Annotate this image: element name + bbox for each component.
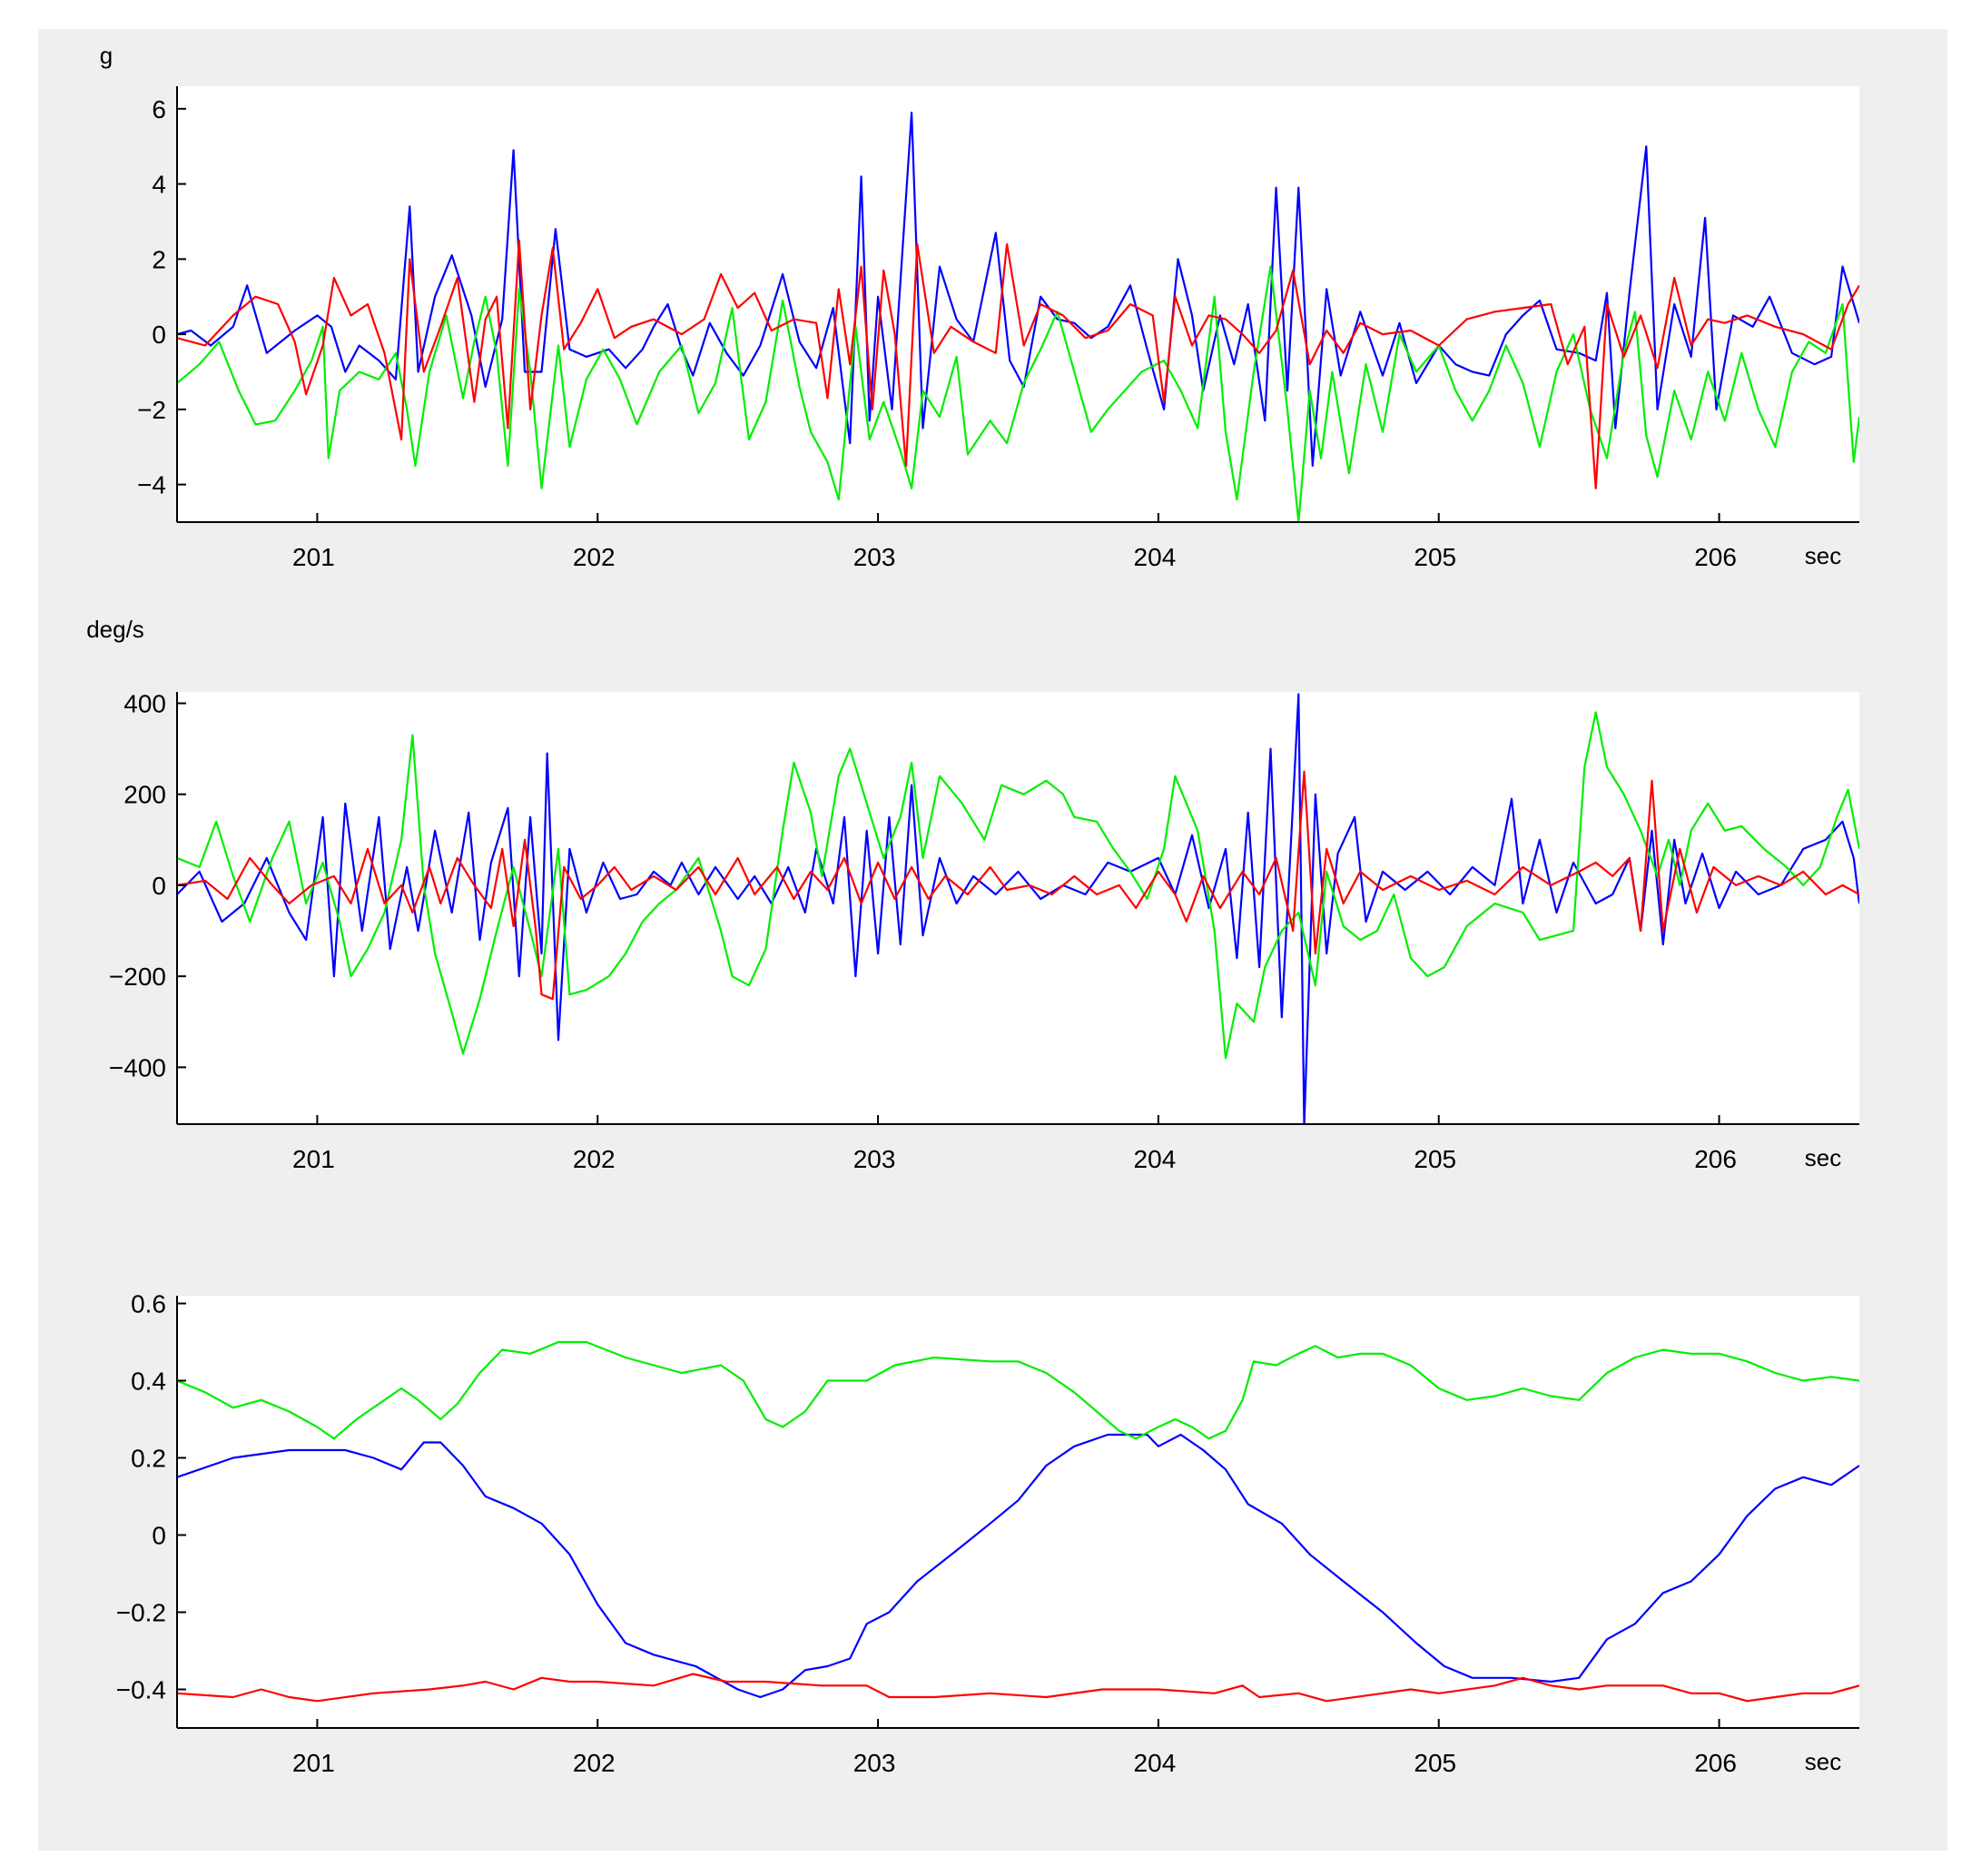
chart3-series-x [177, 1433, 1859, 1699]
chart2-xtick-label-0: 201 [292, 1145, 335, 1173]
chart2-ytick-label-4: 400 [123, 690, 166, 718]
chart1-ytick-label-5: 6 [152, 95, 166, 123]
chart3-ytick-label-4: 0.4 [131, 1368, 166, 1396]
chart3-ytick-label-5: 0.6 [131, 1290, 166, 1318]
chart1-xtick-label-1: 202 [573, 543, 616, 571]
chart2-ytick-label-0: −400 [109, 1053, 166, 1081]
chart3-ytick-label-0: −0.4 [116, 1676, 166, 1704]
chart3-ytick-label-1: −0.2 [116, 1599, 166, 1627]
chart1-xtick-label-2: 203 [853, 543, 896, 571]
chart2-xtick-label-2: 203 [853, 1145, 896, 1173]
chart2-series-z [177, 770, 1859, 1001]
chart2-ytick-label-3: 200 [123, 781, 166, 809]
chart3-series-z [177, 1673, 1859, 1703]
chart3-xtick-label-1: 202 [573, 1749, 616, 1777]
chart3-xtick-label-3: 204 [1134, 1749, 1177, 1777]
chart1-xtick-label-0: 201 [292, 543, 335, 571]
chart1-xtick-label-3: 204 [1134, 543, 1177, 571]
chart3-ytick-label-3: 0.2 [131, 1445, 166, 1473]
chart1-ytick-label-0: −4 [137, 471, 166, 499]
chart1-series-z [177, 239, 1859, 489]
chart2-ylabel: deg/s [86, 616, 144, 643]
chart3-plot-area [177, 1296, 1859, 1728]
chart3-xtick-label-4: 205 [1414, 1749, 1456, 1777]
chart1-ylabel: g [100, 42, 113, 69]
chart1-ytick-label-2: 0 [152, 321, 166, 349]
chart1-xtick-label-4: 205 [1414, 543, 1456, 571]
chart3-xtick-label-2: 203 [853, 1749, 896, 1777]
chart3-xlabel: sec [1805, 1748, 1841, 1775]
chart3-series-y [177, 1340, 1859, 1440]
chart2-ytick-label-2: 0 [152, 872, 166, 900]
chart2-ytick-label-1: −200 [109, 963, 166, 991]
chart2-xlabel: sec [1805, 1144, 1841, 1171]
chart3-xtick-label-5: 206 [1694, 1749, 1737, 1777]
chart2-xtick-label-1: 202 [573, 1145, 616, 1173]
chart1-xtick-label-5: 206 [1694, 543, 1737, 571]
chart1-ytick-label-1: −2 [137, 396, 166, 424]
chart2-plot-area [177, 692, 1859, 1124]
chart2-xtick-label-3: 204 [1134, 1145, 1177, 1173]
chart3-xtick-label-0: 201 [292, 1749, 335, 1777]
chart1-ytick-label-4: 4 [152, 171, 166, 199]
chart2-series-y [177, 711, 1859, 1060]
chart1-plot-area [177, 86, 1859, 522]
chart3-ytick-label-2: 0 [152, 1522, 166, 1550]
chart1-xlabel: sec [1805, 542, 1841, 569]
chart2-xtick-label-5: 206 [1694, 1145, 1737, 1173]
chart2-xtick-label-4: 205 [1414, 1145, 1456, 1173]
chart1-ytick-label-3: 2 [152, 245, 166, 273]
